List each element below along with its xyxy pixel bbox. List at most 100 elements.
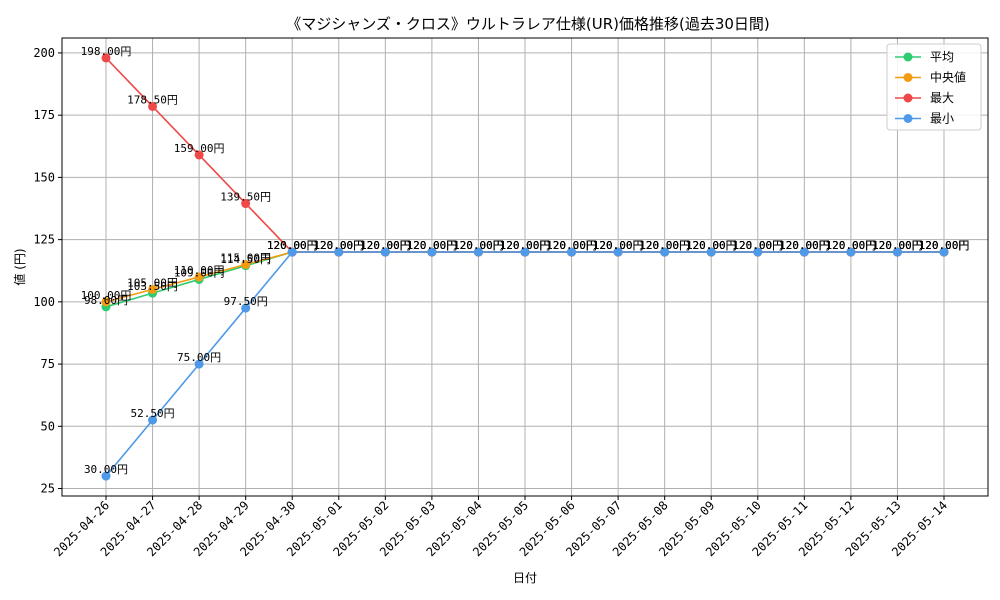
data-label: 120.00円 (593, 239, 644, 252)
y-axis: 25 50 75 100 125 150 175 200 (33, 46, 62, 496)
data-label: 120.00円 (267, 239, 318, 252)
y-tick-label: 50 (41, 419, 55, 433)
legend-swatch-marker (903, 114, 913, 123)
data-label: 120.00円 (779, 239, 830, 252)
y-tick-label: 200 (33, 46, 55, 60)
data-point (846, 247, 856, 257)
data-point (892, 247, 902, 257)
data-point (427, 247, 437, 257)
data-label: 120.00円 (919, 239, 970, 252)
data-label: 120.00円 (686, 239, 737, 252)
legend-entry: 最小 (930, 112, 954, 126)
data-label: 115.00円 (220, 252, 271, 265)
data-label: 120.00円 (779, 239, 830, 252)
data-label: 120.00円 (546, 239, 597, 252)
data-label: 159.00円 (174, 142, 225, 155)
data-label: 97.50円 (224, 295, 268, 308)
data-label: 110.00円 (174, 264, 225, 277)
data-label: 120.00円 (686, 239, 737, 252)
data-label: 120.00円 (267, 239, 318, 252)
data-label: 120.00円 (593, 239, 644, 252)
data-label: 120.00円 (872, 239, 923, 252)
data-label: 120.00円 (732, 239, 783, 252)
y-tick-label: 75 (41, 357, 55, 371)
legend-entry: 中央値 (930, 70, 966, 85)
data-label: 120.00円 (779, 239, 830, 252)
data-label: 139.50円 (220, 191, 271, 204)
y-tick-label: 100 (33, 295, 55, 309)
data-label: 120.00円 (919, 239, 970, 252)
data-label: 120.00円 (686, 239, 737, 252)
y-tick-label: 150 (33, 170, 55, 184)
data-label: 120.00円 (593, 239, 644, 252)
data-label: 120.00円 (453, 239, 504, 252)
data-label: 120.00円 (732, 239, 783, 252)
data-point (334, 247, 344, 257)
data-label: 120.00円 (500, 239, 551, 252)
data-point (473, 247, 483, 257)
data-label: 120.00円 (639, 239, 690, 252)
data-label: 120.00円 (872, 239, 923, 252)
data-label: 120.00円 (639, 239, 690, 252)
data-label: 120.00円 (267, 239, 318, 252)
data-point (194, 359, 204, 369)
data-label: 100.00円 (81, 289, 132, 302)
data-point (241, 260, 251, 270)
data-point (101, 297, 111, 307)
data-label: 30.00円 (84, 463, 128, 476)
data-label: 120.00円 (686, 239, 737, 252)
data-point (241, 303, 251, 313)
data-label: 120.00円 (779, 239, 830, 252)
data-label: 120.00円 (732, 239, 783, 252)
data-label: 120.00円 (407, 239, 458, 252)
data-point (194, 272, 204, 282)
data-labels: 98.00円103.50円109.00円114.50円120.00円120.00… (81, 45, 970, 476)
data-label: 120.00円 (360, 239, 411, 252)
legend-box (886, 43, 982, 131)
data-label: 120.00円 (826, 239, 877, 252)
data-label: 120.00円 (267, 239, 318, 252)
data-label: 109.00円 (174, 266, 225, 279)
data-point (939, 247, 949, 257)
data-label: 198.00円 (81, 45, 132, 58)
legend-swatch-marker (903, 73, 913, 82)
legend-entry: 平均 (930, 50, 954, 64)
data-label: 75.00円 (177, 351, 221, 364)
data-label: 178.50円 (127, 93, 178, 106)
data-point (148, 284, 158, 294)
data-label: 105.00円 (127, 276, 178, 289)
data-point (567, 247, 577, 257)
data-point (380, 247, 390, 257)
data-label: 120.00円 (313, 239, 364, 252)
data-label: 98.00円 (84, 294, 128, 307)
data-label: 120.00円 (639, 239, 690, 252)
data-label: 120.00円 (500, 239, 551, 252)
data-label: 103.50円 (127, 280, 178, 293)
data-label: 120.00円 (500, 239, 551, 252)
data-point (101, 471, 111, 481)
data-point (660, 247, 670, 257)
data-label: 120.00円 (453, 239, 504, 252)
data-label: 120.00円 (826, 239, 877, 252)
series-layer (101, 53, 949, 481)
data-point (194, 150, 204, 160)
data-label: 120.00円 (407, 239, 458, 252)
y-tick-label: 25 (41, 482, 55, 496)
legend-swatch-marker (903, 93, 913, 103)
data-point (706, 247, 716, 257)
data-label: 52.50円 (130, 407, 174, 420)
data-point (148, 101, 158, 111)
legend-swatch-marker (903, 52, 913, 62)
data-label: 120.00円 (732, 239, 783, 252)
data-label: 120.00円 (919, 239, 970, 252)
x-axis-label: 日付 (513, 571, 537, 585)
x-axis: 2025-04-262025-04-272025-04-282025-04-29… (51, 496, 950, 559)
y-tick-label: 125 (33, 233, 55, 247)
data-label: 120.00円 (872, 239, 923, 252)
data-label: 120.00円 (407, 239, 458, 252)
data-point (753, 247, 763, 257)
data-label: 120.00円 (360, 239, 411, 252)
data-label: 120.00円 (453, 239, 504, 252)
